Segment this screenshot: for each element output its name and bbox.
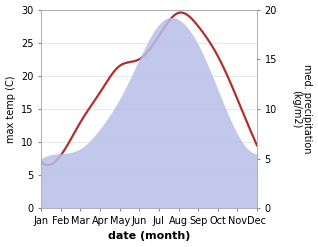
X-axis label: date (month): date (month): [108, 231, 190, 242]
Y-axis label: med. precipitation
(kg/m2): med. precipitation (kg/m2): [291, 64, 313, 154]
Y-axis label: max temp (C): max temp (C): [5, 75, 16, 143]
